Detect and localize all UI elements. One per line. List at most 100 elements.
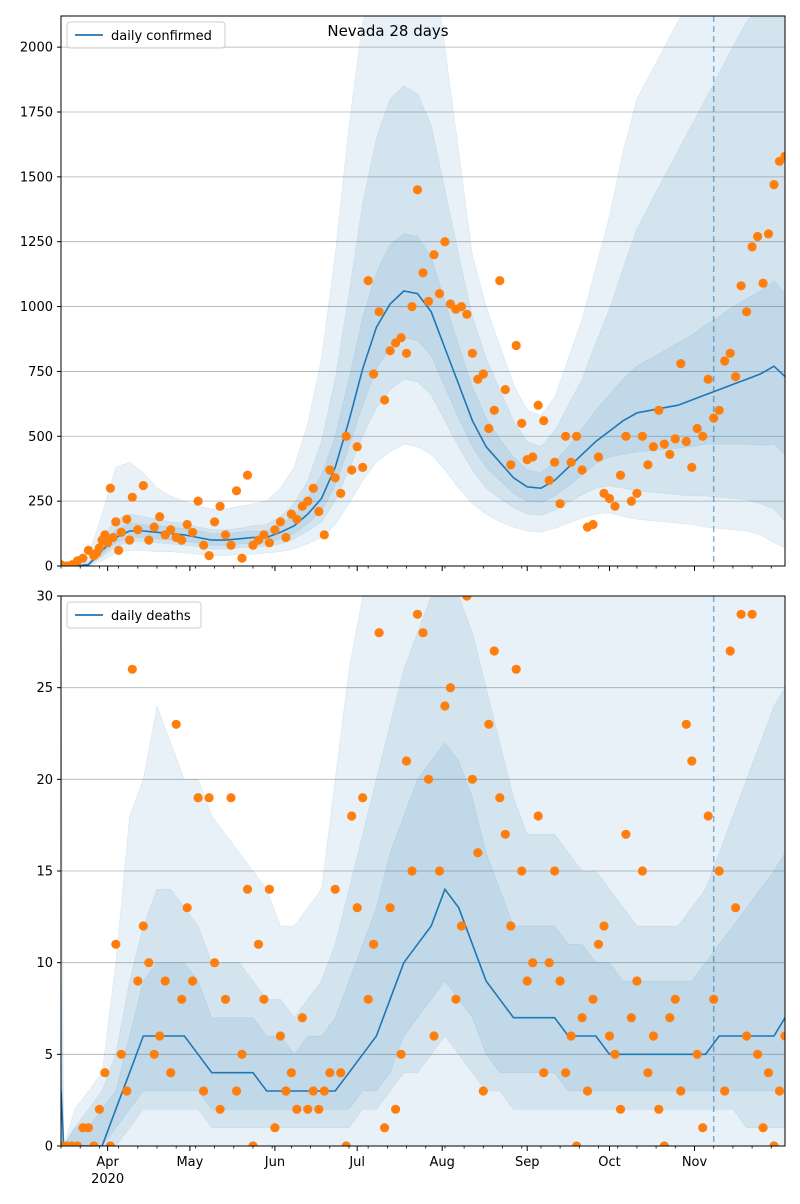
- observed-point: [111, 939, 121, 949]
- y-tick-label: 5: [45, 1048, 53, 1063]
- chart-title: Nevada 28 days: [327, 22, 448, 40]
- observed-point: [220, 530, 231, 540]
- legend-label: daily deaths: [111, 609, 191, 624]
- observed-point: [193, 496, 203, 506]
- observed-point: [116, 527, 126, 537]
- observed-point: [275, 517, 285, 527]
- observed-point: [495, 276, 505, 286]
- observed-point: [753, 231, 763, 242]
- observed-point: [336, 1068, 346, 1078]
- observed-point: [325, 465, 335, 475]
- observed-point: [264, 884, 274, 894]
- observed-point: [473, 848, 483, 858]
- observed-point: [105, 1141, 115, 1146]
- observed-point: [94, 1104, 104, 1114]
- observed-point: [626, 1013, 637, 1023]
- observed-point: [314, 506, 324, 517]
- observed-point: [188, 976, 198, 986]
- observed-point: [429, 1031, 439, 1041]
- observed-point: [500, 385, 510, 395]
- observed-point: [528, 958, 538, 968]
- observed-point: [125, 535, 135, 545]
- observed-point: [577, 1013, 587, 1023]
- observed-point: [742, 307, 752, 317]
- observed-point: [94, 543, 104, 553]
- plot-area: [61, 596, 785, 1146]
- observed-point: [144, 535, 154, 545]
- observed-point: [780, 151, 785, 161]
- observed-point: [577, 465, 587, 475]
- observed-point: [687, 756, 697, 766]
- observed-point: [160, 976, 170, 986]
- y-tick-label: 2000: [20, 41, 53, 56]
- observed-point: [89, 1141, 99, 1146]
- year-label: 2020: [91, 1172, 124, 1187]
- observed-point: [621, 431, 631, 441]
- observed-point: [774, 1086, 785, 1096]
- observed-point: [593, 452, 604, 462]
- observed-point: [193, 793, 203, 803]
- observed-point: [423, 296, 434, 306]
- observed-point: [434, 289, 445, 299]
- observed-point: [720, 356, 730, 366]
- observed-point: [100, 1068, 110, 1078]
- observed-point: [780, 1031, 785, 1041]
- observed-point: [215, 501, 225, 511]
- observed-point: [451, 994, 461, 1004]
- observed-point: [412, 185, 423, 195]
- legend-box: [66, 21, 226, 49]
- observed-point: [654, 1104, 664, 1114]
- observed-point: [763, 1068, 774, 1078]
- observed-point: [319, 1086, 329, 1096]
- observed-point: [593, 939, 604, 949]
- observed-point: [105, 483, 115, 493]
- observed-point: [352, 903, 362, 913]
- observed-point: [604, 493, 615, 504]
- observed-point: [429, 250, 439, 260]
- observed-point: [303, 496, 313, 506]
- y-tick-label: 0: [45, 1140, 53, 1155]
- observed-point: [253, 939, 264, 949]
- observed-point: [341, 431, 351, 441]
- observed-point: [242, 470, 253, 480]
- observed-point: [336, 488, 346, 498]
- observed-point: [391, 1104, 401, 1114]
- observed-point: [550, 866, 560, 876]
- observed-point: [539, 416, 549, 426]
- x-tick-label-jun: Jun: [264, 1155, 285, 1170]
- observed-point: [182, 519, 192, 530]
- observed-point: [385, 903, 395, 913]
- observed-point: [720, 1086, 730, 1096]
- observed-point: [467, 348, 477, 358]
- observed-point: [83, 1123, 93, 1133]
- y-tick-label: 10: [36, 956, 53, 971]
- observed-point: [555, 976, 565, 986]
- y-tick-label: 0: [45, 560, 53, 575]
- observed-point: [401, 348, 412, 358]
- observed-point: [401, 756, 412, 766]
- observed-point: [144, 958, 154, 968]
- observed-point: [352, 442, 362, 452]
- observed-point: [544, 958, 554, 968]
- observed-point: [500, 829, 510, 839]
- observed-point: [615, 1104, 626, 1114]
- observed-point: [358, 462, 368, 472]
- observed-point: [122, 514, 132, 524]
- observed-point: [133, 525, 143, 535]
- observed-point: [517, 418, 527, 428]
- observed-point: [517, 866, 527, 876]
- observed-point: [264, 538, 274, 548]
- observed-point: [484, 423, 494, 434]
- observed-point: [533, 811, 543, 821]
- plot-area: [61, 16, 785, 566]
- observed-point: [665, 449, 675, 459]
- observed-point: [347, 465, 357, 475]
- observed-point: [484, 719, 494, 729]
- observed-point: [758, 278, 768, 288]
- y-tick-label: 1250: [20, 235, 53, 250]
- observed-point: [149, 522, 159, 532]
- observed-point: [363, 276, 373, 286]
- observed-point: [550, 457, 560, 467]
- y-tick-label: 1000: [20, 300, 53, 315]
- observed-point: [632, 488, 642, 498]
